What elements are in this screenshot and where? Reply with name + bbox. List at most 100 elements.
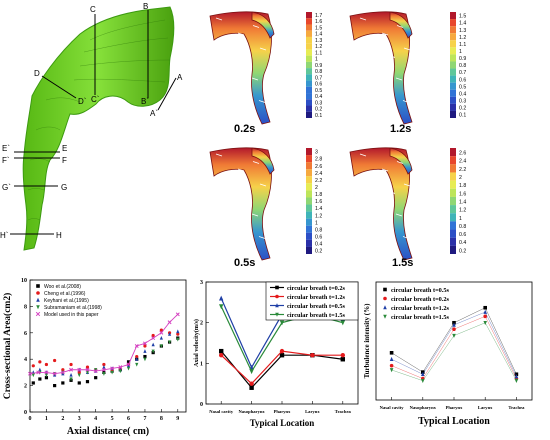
data-point bbox=[77, 381, 81, 385]
colorbar-tick-label: 2.6 bbox=[315, 164, 322, 170]
section-line-a bbox=[157, 77, 177, 111]
velocity-vector bbox=[381, 32, 389, 36]
data-point bbox=[143, 344, 147, 348]
data-point bbox=[69, 377, 73, 382]
data-point bbox=[340, 353, 345, 358]
data-point bbox=[383, 305, 387, 310]
colorbar-tick-label: 1.2 bbox=[459, 35, 466, 41]
data-point bbox=[249, 381, 254, 386]
section-label: E` bbox=[2, 144, 10, 153]
data-point bbox=[310, 353, 315, 358]
data-point bbox=[167, 332, 172, 336]
velocity-vector bbox=[244, 191, 252, 194]
data-point bbox=[77, 370, 81, 374]
data-point bbox=[275, 303, 279, 308]
colorbar-tick-label: 2 bbox=[315, 185, 318, 191]
airway-velocity-field bbox=[209, 11, 272, 125]
x-tick-label: Nasal cavity bbox=[209, 409, 234, 414]
section-label: G` bbox=[2, 183, 11, 192]
marker-stroke bbox=[167, 320, 172, 325]
colorbar-cell bbox=[450, 172, 456, 181]
colorbar-tick-label: 1.4 bbox=[315, 32, 322, 38]
velocity-vector bbox=[381, 168, 389, 172]
colorbar-tick-label: 0.1 bbox=[459, 113, 466, 119]
colorbar-tick-label: 1.3 bbox=[315, 38, 322, 44]
y-tick-label: 1 bbox=[200, 361, 203, 367]
data-point bbox=[389, 368, 394, 373]
data-point bbox=[219, 348, 224, 354]
velocity-vector bbox=[229, 198, 237, 202]
colorbar-tick-label: 2.2 bbox=[315, 178, 322, 184]
data-point bbox=[143, 354, 147, 359]
contour-panel: 1.51.41.31.21.110.90.80.70.60.50.40.3 0.2… bbox=[349, 11, 466, 125]
data-point bbox=[77, 373, 81, 378]
colorbar-tick-label: 1 bbox=[315, 220, 318, 226]
data-point bbox=[483, 320, 487, 326]
data-point bbox=[126, 360, 131, 364]
colorbar-cell bbox=[306, 190, 312, 198]
velocity-vector bbox=[252, 161, 260, 164]
legend-label: circular breath t=0.5s bbox=[391, 287, 450, 294]
colorbar-cell bbox=[450, 110, 456, 118]
data-point bbox=[279, 348, 285, 354]
section-label: D` bbox=[78, 97, 87, 106]
data-point bbox=[77, 367, 82, 372]
section-line-d bbox=[41, 75, 77, 99]
legend-box bbox=[265, 281, 359, 321]
data-point bbox=[175, 312, 180, 317]
data-point bbox=[52, 371, 57, 376]
data-point bbox=[159, 328, 163, 332]
colorbar-cell bbox=[306, 86, 312, 94]
section-label: A` bbox=[150, 109, 158, 118]
velocity-vector bbox=[402, 100, 410, 103]
data-point bbox=[383, 314, 387, 319]
velocity-vector bbox=[359, 153, 367, 157]
data-point bbox=[53, 358, 57, 363]
airway-velocity-field bbox=[389, 11, 413, 39]
colorbar-cell bbox=[450, 96, 456, 104]
data-point bbox=[275, 294, 279, 299]
y-tick-label: 6 bbox=[24, 331, 27, 337]
velocity-vector bbox=[243, 243, 251, 247]
section-label: B bbox=[143, 2, 148, 11]
legend-label: Subramaniam et al.(1998) bbox=[44, 305, 102, 311]
colorbar-cell bbox=[306, 55, 312, 62]
data-point bbox=[275, 312, 279, 317]
data-point bbox=[279, 353, 285, 358]
colorbar-cell bbox=[306, 61, 312, 69]
colorbar-cell bbox=[450, 19, 456, 27]
velocity-vector bbox=[244, 55, 252, 58]
data-point bbox=[249, 369, 254, 375]
colorbar-tick-label: 1.8 bbox=[315, 192, 322, 198]
section-label: D bbox=[34, 69, 40, 78]
x-axis-title: Typical Location bbox=[418, 416, 490, 427]
legend-label: circular breath t=1.2s bbox=[287, 294, 346, 301]
velocity-vector bbox=[380, 85, 388, 88]
colorbar-tick-label: 1.4 bbox=[315, 206, 322, 212]
velocity-vector bbox=[215, 153, 223, 157]
colorbar-cell bbox=[306, 204, 312, 212]
colorbar-tick-label: 0.6 bbox=[315, 82, 322, 88]
colorbar-tick-label: 0.8 bbox=[459, 63, 466, 69]
colorbar-tick-label: 0.8 bbox=[315, 69, 322, 75]
colorbar-cell bbox=[450, 68, 456, 76]
x-tick-label: 7 bbox=[143, 416, 146, 422]
velocity-vector bbox=[372, 115, 380, 118]
colorbar-cell bbox=[306, 183, 312, 191]
section-label: F bbox=[62, 156, 67, 165]
x-tick-label: Trachea bbox=[335, 409, 352, 414]
data-point bbox=[102, 362, 106, 367]
data-point bbox=[134, 344, 139, 348]
colorbar-cell bbox=[306, 232, 312, 240]
x-tick-label: 4 bbox=[94, 416, 97, 422]
colorbar-cell bbox=[450, 75, 456, 83]
data-point bbox=[85, 370, 90, 375]
colorbar-tick-label: 0.2 bbox=[315, 249, 322, 255]
data-point bbox=[101, 367, 106, 372]
data-point bbox=[53, 384, 57, 388]
data-point bbox=[36, 370, 41, 375]
airway-velocity-field bbox=[209, 147, 272, 261]
data-point bbox=[389, 363, 394, 368]
colorbar-tick-label: 1.2 bbox=[459, 208, 466, 214]
velocity-vector bbox=[243, 107, 251, 111]
